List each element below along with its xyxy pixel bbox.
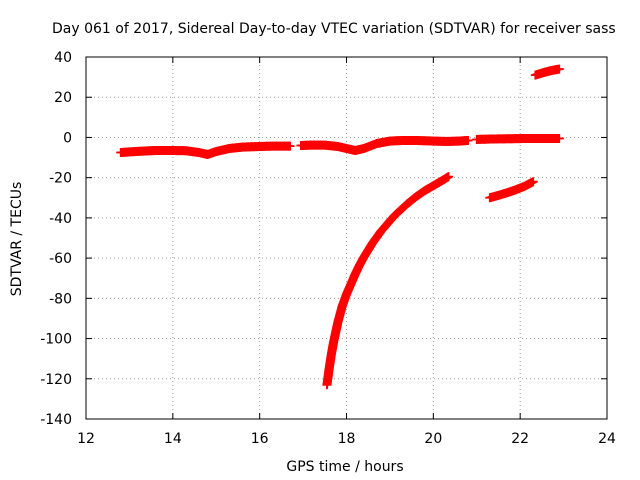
- x-tick-label: 20: [424, 431, 442, 447]
- x-tick-label: 22: [511, 431, 529, 447]
- data-series: [472, 133, 564, 144]
- data-point: [463, 135, 473, 145]
- y-tick-label: -140: [40, 412, 72, 428]
- y-tick-label: -40: [49, 211, 72, 227]
- y-tick-label: 40: [54, 50, 72, 66]
- x-axis-label: GPS time / hours: [286, 459, 403, 475]
- x-tick-label: 12: [77, 431, 95, 447]
- data-point: [554, 133, 564, 143]
- x-tick-label: 18: [338, 431, 356, 447]
- data-point: [554, 64, 564, 74]
- data-series: [116, 141, 295, 160]
- plot-points: [116, 64, 564, 390]
- data-series: [322, 172, 454, 390]
- data-point: [528, 177, 538, 187]
- y-tick-label: 20: [54, 90, 72, 106]
- x-tick-label: 14: [164, 431, 182, 447]
- x-axis: 12 14 16 18 20 22 24: [77, 57, 616, 447]
- data-series: [530, 64, 564, 80]
- data-series: [485, 177, 538, 203]
- data-point: [444, 172, 454, 182]
- y-tick-label: -20: [49, 171, 72, 187]
- x-tick-label: 16: [251, 431, 269, 447]
- y-axis-label: SDTVAR / TECUs: [9, 182, 25, 297]
- y-tick-label: 0: [63, 130, 72, 146]
- y-tick-label: -80: [49, 291, 72, 307]
- data-series: [296, 135, 473, 156]
- y-axis: -140 -120 -100 -80 -60 -40 -20 0 20 40: [40, 50, 607, 428]
- data-point: [285, 141, 295, 151]
- grid: [86, 57, 607, 419]
- y-tick-label: -60: [49, 251, 72, 267]
- chart-title: Day 061 of 2017, Sidereal Day-to-day VTE…: [52, 21, 616, 37]
- x-tick-label: 24: [598, 431, 616, 447]
- y-tick-label: -120: [40, 372, 72, 388]
- y-tick-label: -100: [40, 332, 72, 348]
